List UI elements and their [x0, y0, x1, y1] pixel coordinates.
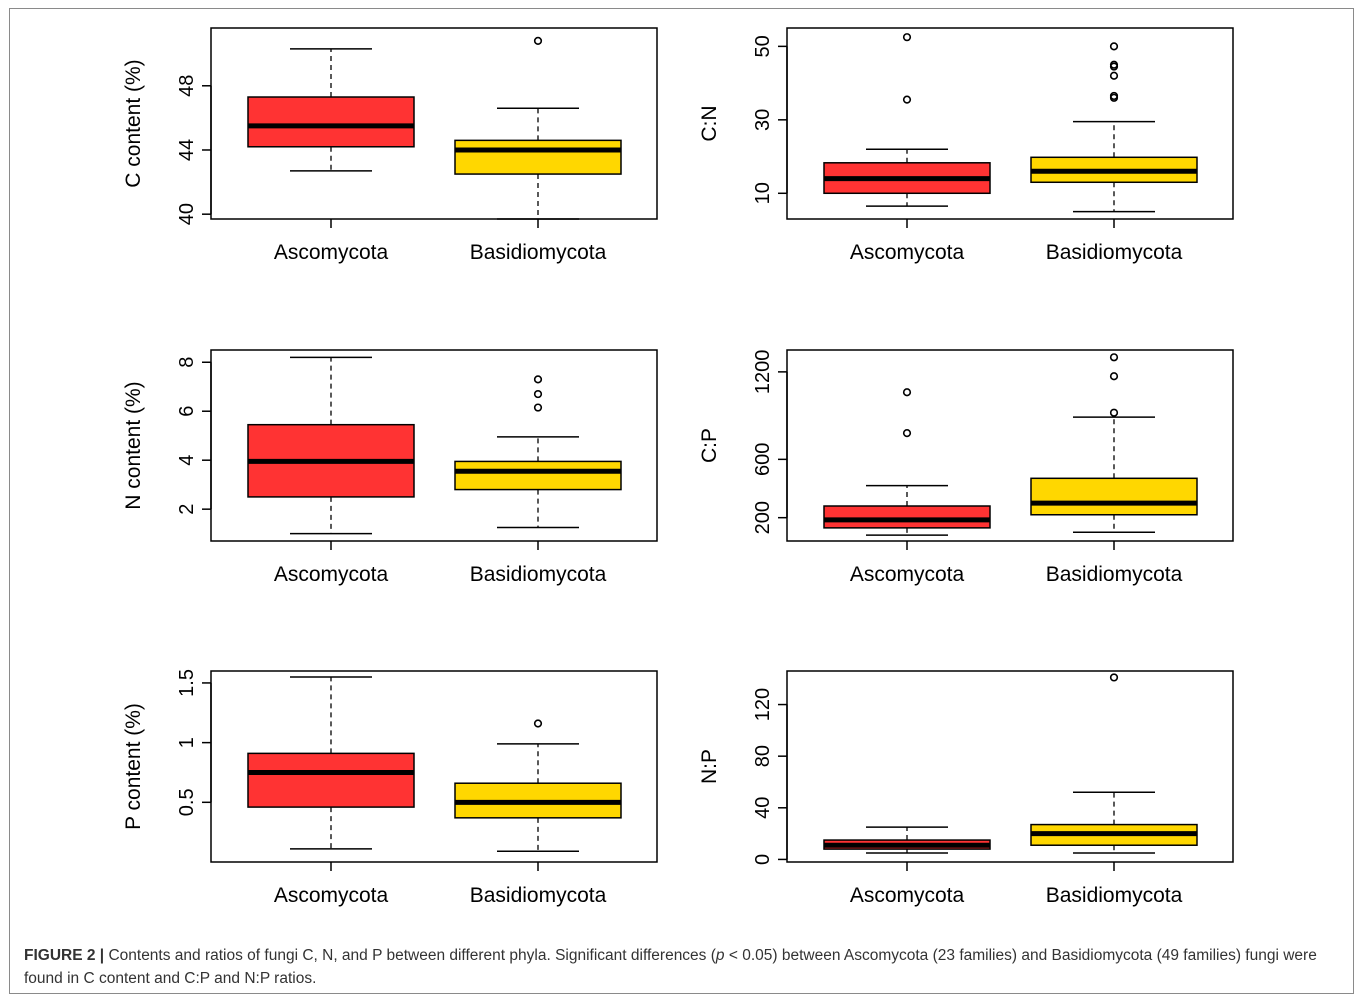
y-tick-label: 48 — [176, 75, 198, 97]
boxplot-panel: 0.5 1 1.5 P content (%) Ascomycota Basidiomyc… — [122, 669, 658, 907]
boxplot-panel: 40 44 48 C content (%) Ascomycota Basidiomyco… — [122, 27, 658, 264]
x-tick-label: Ascomycota — [850, 884, 965, 907]
caption-text-2: < 0.05) between Ascomycota (23 families)… — [24, 947, 1317, 987]
y-tick-label: 10 — [752, 182, 774, 204]
outlier-point — [902, 95, 912, 104]
figure-caption: FIGURE 2 | Contents and ratios of fungi … — [24, 944, 1324, 990]
box-basidiomycota — [1030, 477, 1198, 516]
outlier-point — [1109, 673, 1119, 682]
y-axis-title: N:P — [698, 749, 721, 784]
y-tick-label: 1200 — [752, 350, 774, 395]
y-tick-label: 4 — [176, 455, 198, 466]
box-basidiomycota — [454, 139, 622, 175]
box-ascomycota — [247, 96, 415, 148]
boxplot-panel: 10 30 50 C:N Ascomycota Basidiomycota — [698, 27, 1234, 264]
y-tick-label: 1 — [176, 737, 198, 748]
y-axis-title: P content (%) — [122, 703, 145, 830]
y-tick-label: 44 — [176, 139, 198, 161]
y-tick-label: 0.5 — [176, 788, 198, 816]
outlier-point — [533, 375, 543, 384]
y-tick-label: 2 — [176, 504, 198, 515]
y-tick-label: 6 — [176, 406, 198, 417]
outlier-point — [902, 388, 912, 397]
box-ascomycota — [823, 505, 991, 529]
outlier-point — [902, 429, 912, 438]
y-axis-title: C:P — [698, 428, 721, 463]
figure-frame — [9, 8, 1354, 994]
caption-text-1: Contents and ratios of fungi C, N, and P… — [104, 947, 716, 964]
x-tick-label: Ascomycota — [850, 563, 965, 586]
outlier-point — [1109, 91, 1119, 101]
x-tick-label: Basidiomycota — [1046, 884, 1183, 907]
y-axis-title: N content (%) — [122, 381, 145, 509]
caption-label: FIGURE 2 | — [24, 947, 105, 964]
boxplot-panel: 200 600 1200 C:P Ascomycota Basidiomycota — [698, 349, 1234, 586]
x-tick-label: Basidiomycota — [470, 241, 607, 264]
y-tick-label: 8 — [176, 357, 198, 368]
outlier-point — [1109, 353, 1119, 362]
boxplot-panel: 2 4 6 8 N content (%) Ascomycota Basidiomycota — [122, 349, 658, 586]
outlier-point — [1109, 372, 1119, 381]
x-tick-label: Basidiomycota — [470, 563, 607, 586]
box-basidiomycota — [454, 460, 622, 491]
x-tick-label: Basidiomycota — [1046, 241, 1183, 264]
x-tick-label: Ascomycota — [274, 563, 389, 586]
x-tick-label: Ascomycota — [274, 884, 389, 907]
y-tick-label: 30 — [752, 109, 774, 131]
y-tick-label: 120 — [752, 688, 774, 721]
outlier-point — [533, 389, 543, 399]
box-ascomycota — [247, 752, 415, 808]
outlier-point — [1109, 42, 1119, 51]
y-axis-title: C content (%) — [122, 59, 145, 187]
outlier-point — [533, 719, 543, 728]
outlier-point — [533, 403, 543, 412]
y-tick-label: 1.5 — [176, 669, 198, 697]
caption-p-symbol: p — [715, 947, 725, 964]
y-tick-label: 0 — [752, 854, 774, 865]
x-tick-label: Basidiomycota — [470, 884, 607, 907]
y-tick-label: 200 — [752, 501, 774, 534]
x-tick-label: Ascomycota — [850, 241, 965, 264]
outlier-point — [902, 33, 912, 42]
outlier-point — [1109, 408, 1119, 417]
outlier-point — [1109, 60, 1119, 69]
y-axis-title: C:N — [698, 105, 721, 141]
y-tick-label: 50 — [752, 35, 774, 57]
boxplot-panel: 0 40 80 120 N:P Ascomycota Basidiomycota — [698, 670, 1234, 907]
outlier-point — [533, 36, 543, 45]
outlier-point — [1109, 71, 1119, 80]
y-tick-label: 600 — [752, 443, 774, 476]
y-tick-label: 80 — [752, 745, 774, 767]
y-tick-label: 40 — [176, 203, 198, 225]
x-tick-label: Basidiomycota — [1046, 563, 1183, 586]
y-tick-label: 40 — [752, 797, 774, 819]
x-tick-label: Ascomycota — [274, 241, 389, 264]
